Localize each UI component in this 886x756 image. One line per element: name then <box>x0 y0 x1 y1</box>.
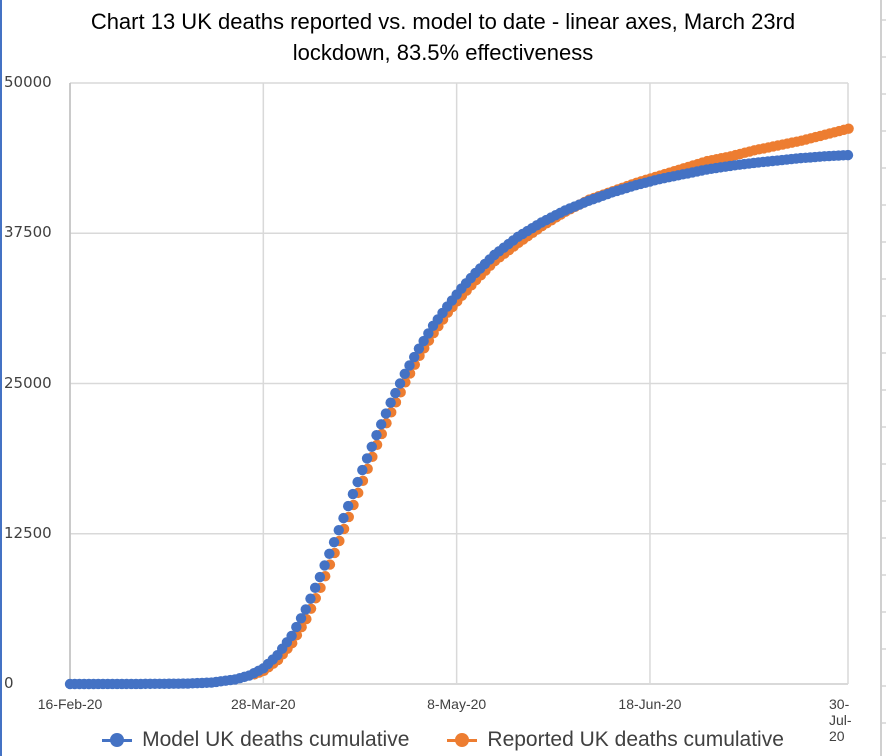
y-tick-label: 0 <box>4 674 14 692</box>
legend-item-model[interactable]: Model UK deaths cumulative <box>102 728 409 752</box>
chart-title-line-1: Chart 13 UK deaths reported vs. model to… <box>90 9 796 34</box>
model-series <box>64 149 854 690</box>
x-tick-label: 8-May-20 <box>427 696 487 712</box>
y-tick-label: 12500 <box>4 523 52 542</box>
y-tick-label: 50000 <box>4 73 52 91</box>
x-tick-label: 30-Jul-20 <box>829 696 852 744</box>
legend: Model UK deaths cumulative Reported UK d… <box>0 728 886 752</box>
chart-title-line-2: lockdown, 83.5% effectiveness <box>292 40 594 65</box>
x-tick-label: 28-Mar-20 <box>231 696 296 712</box>
left-window-edge <box>0 0 2 756</box>
x-tick-label: 16-Feb-20 <box>37 696 103 712</box>
legend-label-reported: Reported UK deaths cumulative <box>487 728 784 751</box>
y-tick-label: 25000 <box>4 373 52 392</box>
blue-circle-marker-icon <box>102 733 133 747</box>
right-window-edge <box>880 0 882 756</box>
y-tick-label: 37500 <box>4 223 52 242</box>
legend-item-reported[interactable]: Reported UK deaths cumulative <box>447 728 784 752</box>
legend-label-model: Model UK deaths cumulative <box>142 728 410 751</box>
chart-title: Chart 13 UK deaths reported vs. model to… <box>0 6 886 68</box>
x-tick-label: 18-Jun-20 <box>618 696 682 712</box>
orange-circle-marker-icon <box>447 733 478 747</box>
reported-series <box>249 123 854 680</box>
